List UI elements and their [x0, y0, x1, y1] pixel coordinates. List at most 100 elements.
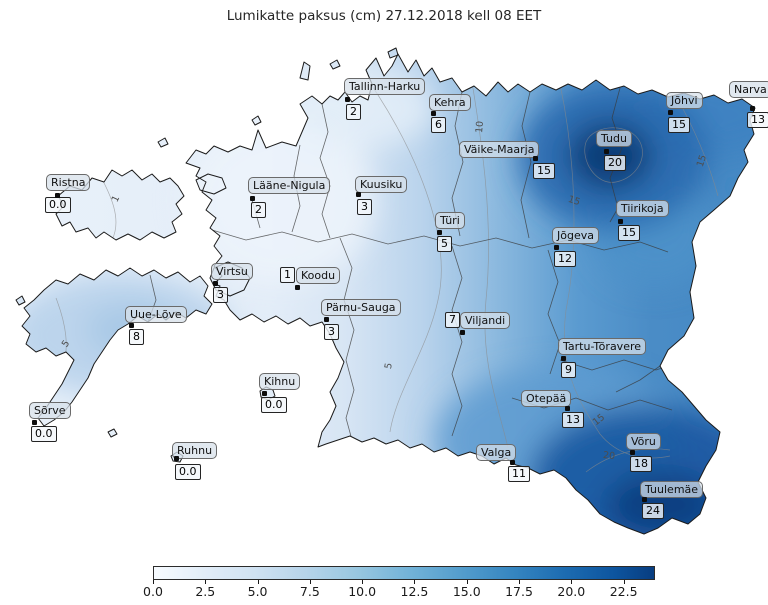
station-value-label: 15	[668, 117, 690, 133]
colorbar-tick-label: 2.5	[195, 584, 216, 599]
station-value-label: 24	[642, 503, 664, 519]
station-value-label: 20	[604, 155, 626, 171]
station-marker-dot	[437, 230, 442, 235]
station-value-label: 2	[346, 104, 361, 120]
station-name-label: Kuusiku	[355, 176, 408, 193]
colorbar-tick	[414, 580, 416, 584]
colorbar-tick-label: 10.0	[348, 584, 377, 599]
station-marker-dot	[750, 106, 755, 111]
station-value-label: 0.0	[45, 197, 71, 213]
station-marker-dot	[460, 330, 465, 335]
station-name-label: Valga	[476, 444, 517, 461]
station-value-label: 13	[747, 112, 768, 128]
station-marker-dot	[642, 497, 647, 502]
station-name-label: Väike-Maarja	[459, 141, 540, 158]
colorbar-tick-label: 7.5	[299, 584, 320, 599]
station-marker-dot	[565, 406, 570, 411]
station-marker-dot	[604, 149, 609, 154]
map-title: Lumikatte paksus (cm) 27.12.2018 kell 08…	[226, 8, 542, 24]
station-value-label: 12	[554, 251, 576, 267]
station-marker-dot	[561, 356, 566, 361]
station-name-label: Ruhnu	[172, 442, 218, 459]
station-name-label: Kihnu	[259, 373, 301, 390]
station-marker-dot	[213, 281, 218, 286]
colorbar-tick	[362, 580, 364, 584]
station-marker-dot	[554, 245, 559, 250]
station-marker-dot	[533, 156, 538, 161]
station-name-label: Tiirikoja	[616, 200, 669, 217]
station-marker-dot	[630, 450, 635, 455]
station-name-label: Jõgeva	[552, 227, 599, 244]
station-name-label: Võru	[626, 433, 661, 450]
station-name-label: Pärnu-Sauga	[321, 299, 401, 316]
station-value-label: 6	[431, 117, 446, 133]
station-marker-dot	[324, 317, 329, 322]
station-marker-dot	[618, 219, 623, 224]
station-marker-dot	[668, 110, 673, 115]
colorbar-tick-label: 5.0	[247, 584, 268, 599]
contour-label: 20	[602, 449, 616, 463]
station-value-label: 1	[280, 267, 295, 283]
station-value-label: 13	[562, 412, 584, 428]
colorbar-tick	[623, 580, 625, 584]
colorbar-tick-label: 15.0	[452, 584, 481, 599]
station-name-label: Tartu-Tõravere	[558, 338, 647, 355]
station-value-label: 2	[251, 202, 266, 218]
station-name-label: Narva	[729, 81, 768, 98]
colorbar-tick-label: 0.0	[143, 584, 163, 599]
contour-label: 10	[473, 120, 487, 134]
station-name-label: Tallinn-Harku	[344, 78, 426, 95]
colorbar-tick	[519, 580, 521, 584]
station-value-label: 3	[357, 199, 372, 215]
colorbar-tick	[257, 580, 259, 584]
coastlines	[15, 47, 756, 535]
station-value-label: 8	[129, 329, 144, 345]
station-value-label: 18	[630, 456, 652, 472]
colorbar-tick-label: 20.0	[557, 584, 586, 599]
station-value-label: 11	[508, 466, 530, 482]
station-name-label: Jõhvi	[666, 92, 703, 109]
station-name-label: Tuulemäe	[640, 481, 704, 498]
station-name-label: Türi	[435, 212, 465, 229]
colorbar-tick-label: 17.5	[505, 584, 533, 599]
colorbar-tick	[466, 580, 468, 584]
station-marker-dot	[510, 460, 515, 465]
station-name-label: Lääne-Nigula	[248, 177, 331, 194]
station-marker-dot	[262, 391, 267, 396]
station-marker-dot	[356, 192, 361, 197]
station-name-label: Koodu	[296, 267, 341, 284]
station-marker-dot	[250, 196, 255, 201]
station-value-label: 0.0	[261, 397, 287, 413]
colorbar-tick	[571, 580, 573, 584]
station-value-label: 15	[618, 225, 640, 241]
colorbar-tick	[309, 580, 311, 584]
station-marker-dot	[295, 285, 300, 290]
station-value-label: 15	[533, 163, 555, 179]
station-marker-dot	[32, 420, 37, 425]
station-name-label: Tudu	[596, 130, 632, 147]
station-name-label: Kehra	[429, 94, 471, 111]
station-marker-dot	[431, 111, 436, 116]
station-marker-dot	[55, 193, 60, 198]
station-name-label: Viljandi	[460, 312, 511, 329]
colorbar-tick-label: 12.5	[400, 584, 429, 599]
station-value-label: 9	[561, 362, 576, 378]
station-name-label: Virtsu	[211, 263, 253, 280]
station-marker-dot	[174, 456, 179, 461]
station-name-label: Otepää	[521, 390, 572, 407]
colorbar-tick	[153, 580, 154, 584]
station-value-label: 3	[324, 324, 339, 340]
colorbar-tick-label: 22.5	[609, 584, 638, 599]
station-marker-dot	[129, 323, 134, 328]
station-value-label: 5	[437, 236, 452, 252]
station-name-label: Ristna	[46, 174, 91, 191]
colorbar-gradient	[153, 566, 655, 580]
station-name-label: Sõrve	[29, 402, 71, 419]
station-name-label: Uue-Lõve	[125, 306, 187, 323]
station-value-label: 3	[213, 287, 228, 303]
station-marker-dot	[345, 97, 350, 102]
station-value-label: 0.0	[175, 464, 201, 480]
station-value-label: 7	[445, 312, 460, 328]
station-value-label: 0.0	[31, 426, 57, 442]
